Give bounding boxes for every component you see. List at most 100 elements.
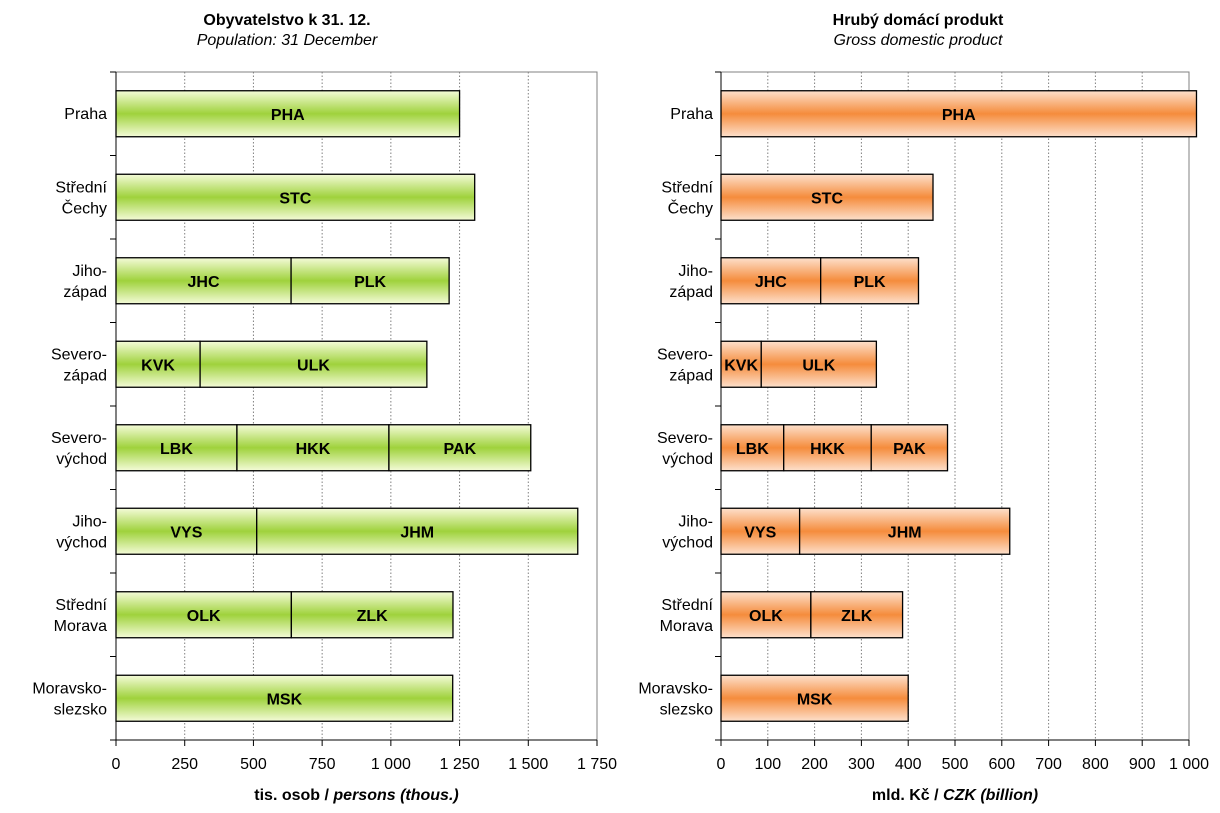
bar-segment-olk	[720, 591, 812, 639]
category-label-line: Praha	[64, 106, 107, 123]
bar-segment-pha	[115, 90, 461, 138]
x-tick-label: 800	[1082, 756, 1109, 773]
chart-title: Hrubý domácí produkt	[833, 12, 1004, 29]
category-label-line: slezsko	[660, 701, 713, 718]
chart-subtitle: Population: 31 December	[197, 32, 378, 49]
bar-label-pak: PAK	[444, 441, 477, 458]
category-label-line: Severo-	[657, 346, 713, 363]
bar-segment-zlk	[290, 591, 454, 639]
bar-segment-hkk	[236, 424, 390, 472]
bar-segment-msk	[115, 674, 454, 722]
bar-segment-jhm	[798, 507, 1011, 555]
bar-label-hkk: HKK	[296, 441, 331, 458]
x-tick-label: 100	[754, 756, 781, 773]
bar-label-hkk: HKK	[810, 441, 845, 458]
category-label-line: slezsko	[54, 701, 107, 718]
bar-label-pak: PAK	[893, 441, 926, 458]
category-label: Střední Čechy	[661, 179, 713, 217]
category-label-line: Jiho-	[678, 263, 713, 280]
bar-segment-kvk	[115, 340, 201, 388]
x-tick-label: 600	[988, 756, 1015, 773]
bar-label-ulk: ULK	[802, 357, 835, 374]
chart-title: Obyvatelstvo k 31. 12.	[203, 12, 370, 29]
category-label-line: Střední	[55, 179, 107, 196]
bar-label-lbk: LBK	[736, 441, 769, 458]
x-tick-label: 200	[801, 756, 828, 773]
x-tick-label: 1 250	[440, 756, 480, 773]
bar-segment-lbk	[115, 424, 238, 472]
category-label: Severo-východ	[657, 430, 713, 468]
x-tick-label: 750	[309, 756, 336, 773]
bar-segment-jhc	[115, 257, 292, 305]
bar-label-plk: PLK	[354, 274, 386, 291]
bar-label-zlk: ZLK	[357, 608, 389, 625]
bar-segment-stc	[115, 173, 476, 221]
bar-segment-vys	[115, 507, 258, 555]
category-label: Severo-východ	[51, 430, 107, 468]
plot-area	[115, 71, 598, 741]
x-tick-label: 1 000	[1169, 756, 1209, 773]
bar-label-jhm: JHM	[400, 524, 434, 541]
bar-label-jhm: JHM	[888, 524, 922, 541]
chart-subtitle: Gross domestic product	[834, 32, 1004, 49]
bar-label-msk: MSK	[267, 691, 303, 708]
x-tick-label: 250	[171, 756, 198, 773]
category-label: Severo-západ	[657, 346, 713, 384]
category-label-line: Severo-	[657, 430, 713, 447]
category-label-line: Střední	[661, 179, 713, 196]
bar-label-olk: OLK	[749, 608, 783, 625]
bar-segment-ulk	[760, 340, 878, 388]
category-label-line: východ	[56, 451, 107, 468]
bar-label-pha: PHA	[271, 107, 305, 124]
category-label-line: Střední	[55, 597, 107, 614]
x-tick-label: 0	[717, 756, 726, 773]
bar-label-stc: STC	[811, 190, 843, 207]
bar-segment-olk	[115, 591, 293, 639]
bar-segment-stc	[720, 173, 934, 221]
x-axis-title: mld. Kč / CZK (billion)	[872, 787, 1038, 804]
category-label-line: východ	[56, 534, 107, 551]
category-label: Jiho-východ	[56, 513, 107, 551]
category-label-line: východ	[662, 451, 713, 468]
x-axis-title-cz: tis. osob /	[254, 787, 333, 804]
category-label-line: Moravsko-	[638, 680, 713, 697]
bar-segment-kvk	[720, 340, 762, 388]
bar-label-lbk: LBK	[160, 441, 193, 458]
category-label-line: Čechy	[668, 198, 713, 217]
category-label-line: západ	[63, 284, 107, 301]
category-label-line: Severo-	[51, 346, 107, 363]
bar-segment-msk	[720, 674, 909, 722]
chart-panel-2: Hrubý domácí produkt Gross domestic produ…	[638, 12, 1209, 804]
bar-segment-jhc	[720, 257, 822, 305]
bar-label-vys: VYS	[170, 524, 202, 541]
category-label-line: západ	[63, 367, 107, 384]
category-label: Severo-západ	[51, 346, 107, 384]
category-label-line: Jiho-	[72, 513, 107, 530]
x-axis-title-en: persons (thous.)	[332, 787, 458, 804]
category-label-line: Moravsko-	[32, 680, 107, 697]
category-label: Moravsko-slezsko	[32, 680, 107, 718]
bar-label-jhc: JHC	[188, 274, 220, 291]
x-tick-label: 400	[895, 756, 922, 773]
category-label: Jiho-západ	[63, 263, 107, 301]
x-tick-label: 0	[112, 756, 121, 773]
bar-label-olk: OLK	[187, 608, 221, 625]
bar-label-plk: PLK	[854, 274, 886, 291]
category-label-line: západ	[669, 367, 713, 384]
category-label-line: Morava	[54, 618, 107, 635]
bar-label-msk: MSK	[797, 691, 833, 708]
bar-segment-ulk	[199, 340, 428, 388]
x-tick-label: 1 750	[577, 756, 617, 773]
bar-label-kvk: KVK	[141, 357, 175, 374]
x-tick-label: 1 000	[371, 756, 411, 773]
chart-panel-1: Obyvatelstvo k 31. 12. Population: 31 Dec…	[32, 12, 617, 804]
bar-segment-pak	[870, 424, 949, 472]
bar-segment-plk	[820, 257, 920, 305]
bar-label-zlk: ZLK	[841, 608, 873, 625]
category-label-line: Morava	[660, 618, 713, 635]
x-axis-title-cz: mld. Kč /	[872, 787, 943, 804]
x-tick-label: 500	[240, 756, 267, 773]
category-label: Střední Čechy	[55, 179, 107, 217]
bar-segment-jhm	[256, 507, 579, 555]
